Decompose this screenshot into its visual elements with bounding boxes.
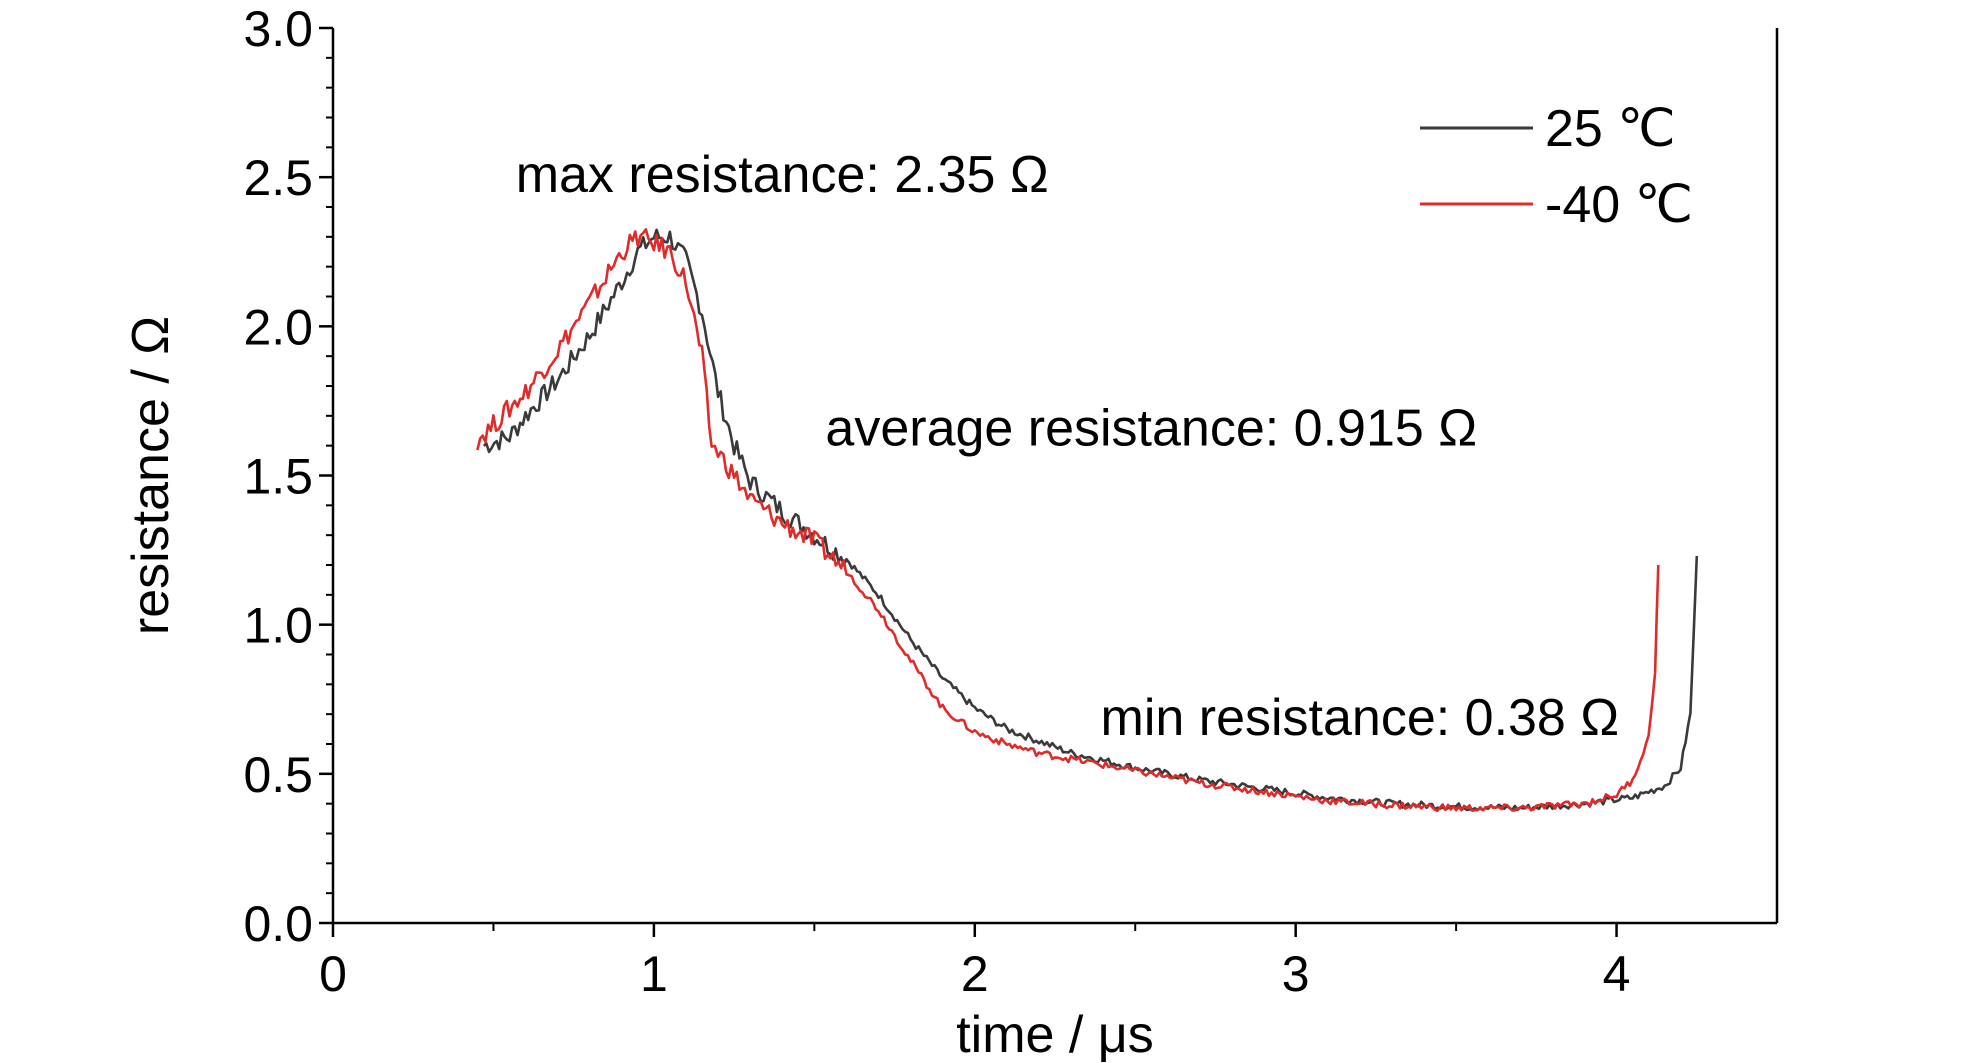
y-tick-label: 3.0 [243,1,313,57]
ticks: 0 1 2 3 4 0.0 0.5 1.0 1.5 2.0 2.5 3.0 [243,1,1630,1002]
x-tick-label: 2 [961,946,989,1002]
x-tick-label: 0 [319,946,347,1002]
y-tick-label: 1.5 [243,449,313,505]
y-axis-title: resistance / Ω [122,316,180,635]
y-tick-label: 1.0 [243,598,313,654]
series-layer [476,228,1699,813]
legend-label-0: 25 ℃ [1545,100,1676,158]
x-tick-label: 3 [1282,946,1310,1002]
y-tick-label: 0.0 [243,896,313,952]
x-axis-title: time / μs [956,1006,1154,1063]
annotation-0: max resistance: 2.35 Ω [516,146,1049,204]
legend: 25 ℃ -40 ℃ [1420,100,1693,234]
x-tick-label: 4 [1603,946,1631,1002]
annotation-2: min resistance: 0.38 Ω [1101,689,1620,747]
y-tick-label: 0.5 [243,747,313,803]
y-tick-label: 2.5 [243,150,313,206]
legend-label-1: -40 ℃ [1545,176,1693,234]
annotations: max resistance: 2.35 Ω average resistance… [516,146,1619,747]
x-tick-label: 1 [640,946,668,1002]
y-tick-label: 2.0 [243,299,313,355]
series-line-1 [476,228,1660,813]
annotation-1: average resistance: 0.915 Ω [825,400,1477,458]
